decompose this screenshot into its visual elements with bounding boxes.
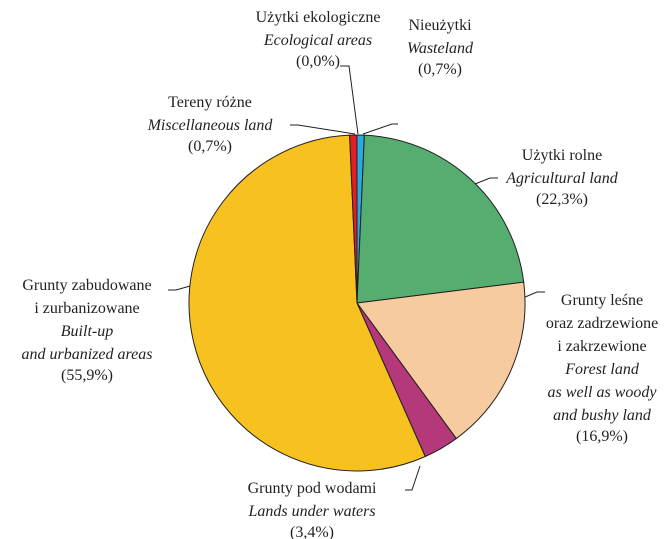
category-label: Nieużytki [408, 17, 472, 34]
leader-lines [168, 65, 545, 491]
value-label: (16,9%) [576, 428, 628, 445]
pie-slice [349, 134, 358, 304]
category-label-en: Ecological areas [263, 32, 372, 49]
label-line: Built-up [61, 323, 113, 340]
value-label: (3,4%) [290, 524, 334, 539]
leader-line [469, 177, 498, 187]
category-label-en: Built-up and urbanized areas [22, 323, 153, 363]
value-label: (0,0%) [296, 53, 340, 70]
label-line: as well as woody [548, 384, 658, 401]
category-label-en: Agricultural land [505, 170, 619, 187]
leader-line [405, 465, 421, 491]
pie-slice [188, 134, 426, 472]
leader-line [362, 123, 398, 135]
category-label: Tereny różne [168, 94, 252, 111]
label-line: Forest land [564, 361, 640, 378]
value-label: (0,7%) [188, 138, 232, 155]
category-label-en: Lands under waters [247, 503, 375, 520]
category-label: Użytki ekologiczne [256, 9, 381, 26]
category-label-en: Wasteland [407, 40, 474, 57]
label-line: and urbanized areas [22, 346, 153, 363]
category-label: Grunty zabudowane i zurbanizowane [22, 277, 151, 317]
label-line: i zakrzewione [557, 338, 646, 355]
label-line: i zurbanizowane [34, 300, 139, 317]
leader-line [290, 124, 356, 135]
category-label: Użytki rolne [522, 147, 602, 164]
label-line: oraz zadrzewione [546, 315, 658, 332]
value-label: (22,3%) [536, 191, 588, 208]
pie-slice [356, 281, 526, 440]
value-label: (55,9%) [61, 367, 113, 384]
leader-line [168, 285, 191, 291]
value-label: (0,7%) [418, 61, 462, 78]
category-label: Grunty leśne oraz zadrzewione i zakrzewion… [546, 292, 658, 355]
label-line: Grunty leśne [561, 292, 643, 309]
leader-line [340, 65, 359, 135]
category-label: Grunty pod wodami [248, 480, 377, 497]
pie-slice [356, 134, 525, 304]
label-line: and bushy land [553, 407, 652, 424]
category-label-en: Miscellaneous land [147, 117, 274, 134]
label-line: Grunty zabudowane [22, 277, 151, 294]
category-label-en: Forest land as well as woody and bushy lan… [548, 361, 658, 424]
